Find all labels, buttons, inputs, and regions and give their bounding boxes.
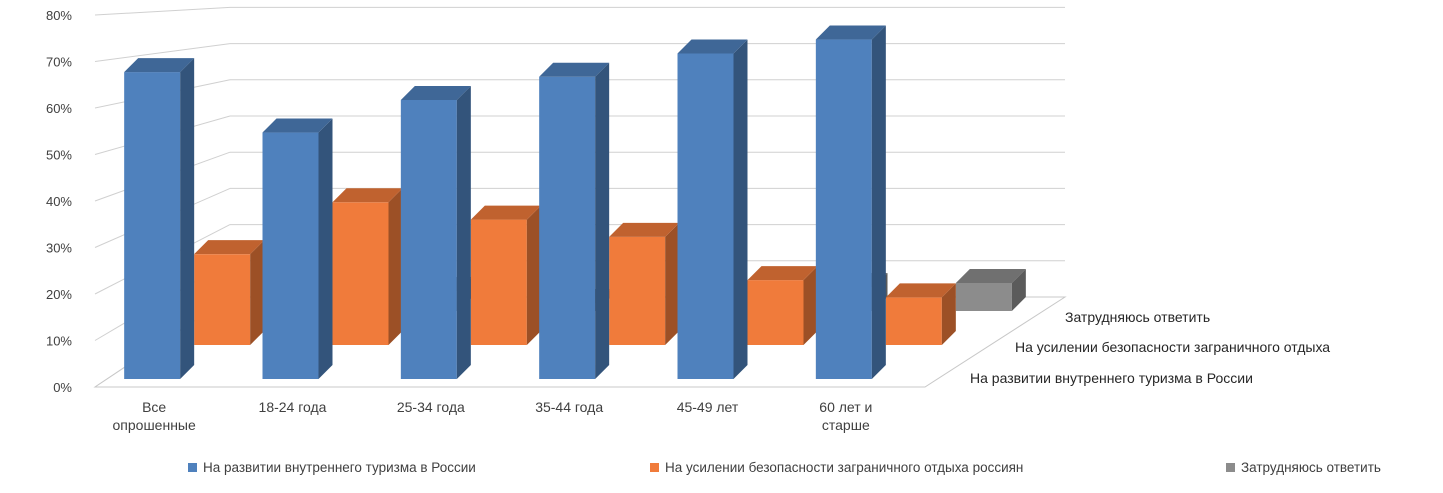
legend-label: Затрудняюсь ответить xyxy=(1241,460,1381,475)
side-gridline xyxy=(94,43,231,62)
bar xyxy=(400,86,471,379)
x-tick-label: 35-44 года xyxy=(535,399,603,415)
bar-front-face xyxy=(815,39,872,380)
bar-front-face xyxy=(955,283,1012,311)
bar-top-face xyxy=(885,283,956,298)
bar xyxy=(470,205,541,345)
bar-front-face xyxy=(124,72,181,379)
bar-front-face xyxy=(194,254,251,345)
legend-label: На усилении безопасности заграничного от… xyxy=(665,460,1024,475)
bar-side-face xyxy=(871,25,886,380)
bar-front-face xyxy=(400,100,457,379)
legend-swatch xyxy=(1226,463,1235,472)
bar-top-face xyxy=(539,62,610,77)
bar-side-face xyxy=(250,240,265,345)
bar xyxy=(262,118,333,380)
legend-swatch xyxy=(188,463,197,472)
bar-top-face xyxy=(332,188,403,203)
legend-item-hard-to-answer: Затрудняюсь ответить xyxy=(1226,460,1381,475)
bar-front-face xyxy=(332,202,389,345)
legend-swatch xyxy=(650,463,659,472)
bar-top-face xyxy=(609,222,680,237)
bar-top-face xyxy=(124,58,195,73)
legend-item-domestic-tourism: На развитии внутреннего туризма в России xyxy=(188,460,476,475)
y-tick-label: 10% xyxy=(46,334,72,349)
bar-front-face xyxy=(470,219,527,345)
y-tick-label: 50% xyxy=(46,148,72,163)
bar xyxy=(124,58,195,379)
y-tick-label: 30% xyxy=(46,241,72,256)
bar-front-face xyxy=(609,236,666,345)
bar xyxy=(747,266,818,345)
bar-side-face xyxy=(941,283,956,345)
depth-axis: На развитии внутреннего туризма в России… xyxy=(970,309,1330,386)
bar-front-face xyxy=(262,132,319,379)
x-axis: Все опрошенные 18-24 года 25-34 года 35-44 г… xyxy=(113,399,873,433)
bar-side-face xyxy=(526,205,541,345)
x-tick-label: 60 лет и xyxy=(819,399,872,415)
bar-side-face xyxy=(318,118,333,380)
y-tick-label: 60% xyxy=(46,101,72,116)
x-tick-label: опрошенные xyxy=(113,417,196,433)
bar-side-face xyxy=(803,266,818,345)
bar-front-face xyxy=(539,76,596,379)
bar-top-face xyxy=(262,118,333,133)
bar-side-face xyxy=(456,86,471,379)
y-tick-label: 20% xyxy=(46,287,72,302)
bar-front-face xyxy=(747,280,804,345)
y-tick-label: 80% xyxy=(46,8,72,23)
x-tick-label: Все xyxy=(142,399,166,415)
legend-item-foreign-safety: На усилении безопасности заграничного от… xyxy=(650,460,1023,475)
bar-side-face xyxy=(665,222,680,345)
x-tick-label: 18-24 года xyxy=(259,399,327,415)
y-tick-label: 40% xyxy=(46,194,72,209)
x-tick-label: старше xyxy=(822,417,870,433)
bar-side-face xyxy=(595,62,610,379)
bar-chart-3d: 0% 10% 20% 30% 40% 50% 60% 70% 80% Все опрошенные… xyxy=(46,6,1330,433)
depth-axis-label: На развитии внутреннего туризма в России xyxy=(970,370,1253,386)
bar xyxy=(194,240,265,345)
y-axis: 0% 10% 20% 30% 40% 50% 60% 70% 80% xyxy=(46,8,72,395)
y-tick-label: 0% xyxy=(53,380,72,395)
bars xyxy=(124,25,1026,380)
depth-axis-label: Затрудняюсь ответить xyxy=(1065,309,1210,325)
legend: На развитии внутреннего туризма в России… xyxy=(0,460,1443,484)
legend-label: На развитии внутреннего туризма в России xyxy=(203,460,476,475)
bar xyxy=(609,222,680,345)
bar-side-face xyxy=(1011,269,1026,311)
bar-top-face xyxy=(470,205,541,220)
bar-top-face xyxy=(194,240,265,255)
bar-top-face xyxy=(815,25,886,40)
bar-side-face xyxy=(733,39,748,379)
bar-front-face xyxy=(885,297,942,345)
bar xyxy=(885,283,956,345)
side-gridline xyxy=(94,6,231,16)
bar xyxy=(677,39,748,379)
bar-side-face xyxy=(388,188,403,345)
bar-side-face xyxy=(180,58,195,379)
bar xyxy=(815,25,886,380)
x-tick-label: 45-49 лет xyxy=(677,399,739,415)
bar-front-face xyxy=(677,53,734,379)
depth-axis-label: На усилении безопасности заграничного от… xyxy=(1015,339,1330,355)
y-tick-label: 70% xyxy=(46,55,72,70)
bar-top-face xyxy=(955,269,1026,284)
bar-top-face xyxy=(747,266,818,281)
bar xyxy=(332,188,403,345)
bar xyxy=(539,62,610,379)
bar-top-face xyxy=(677,39,748,54)
bar xyxy=(955,269,1026,311)
x-tick-label: 25-34 года xyxy=(397,399,465,415)
bar-top-face xyxy=(400,86,471,100)
